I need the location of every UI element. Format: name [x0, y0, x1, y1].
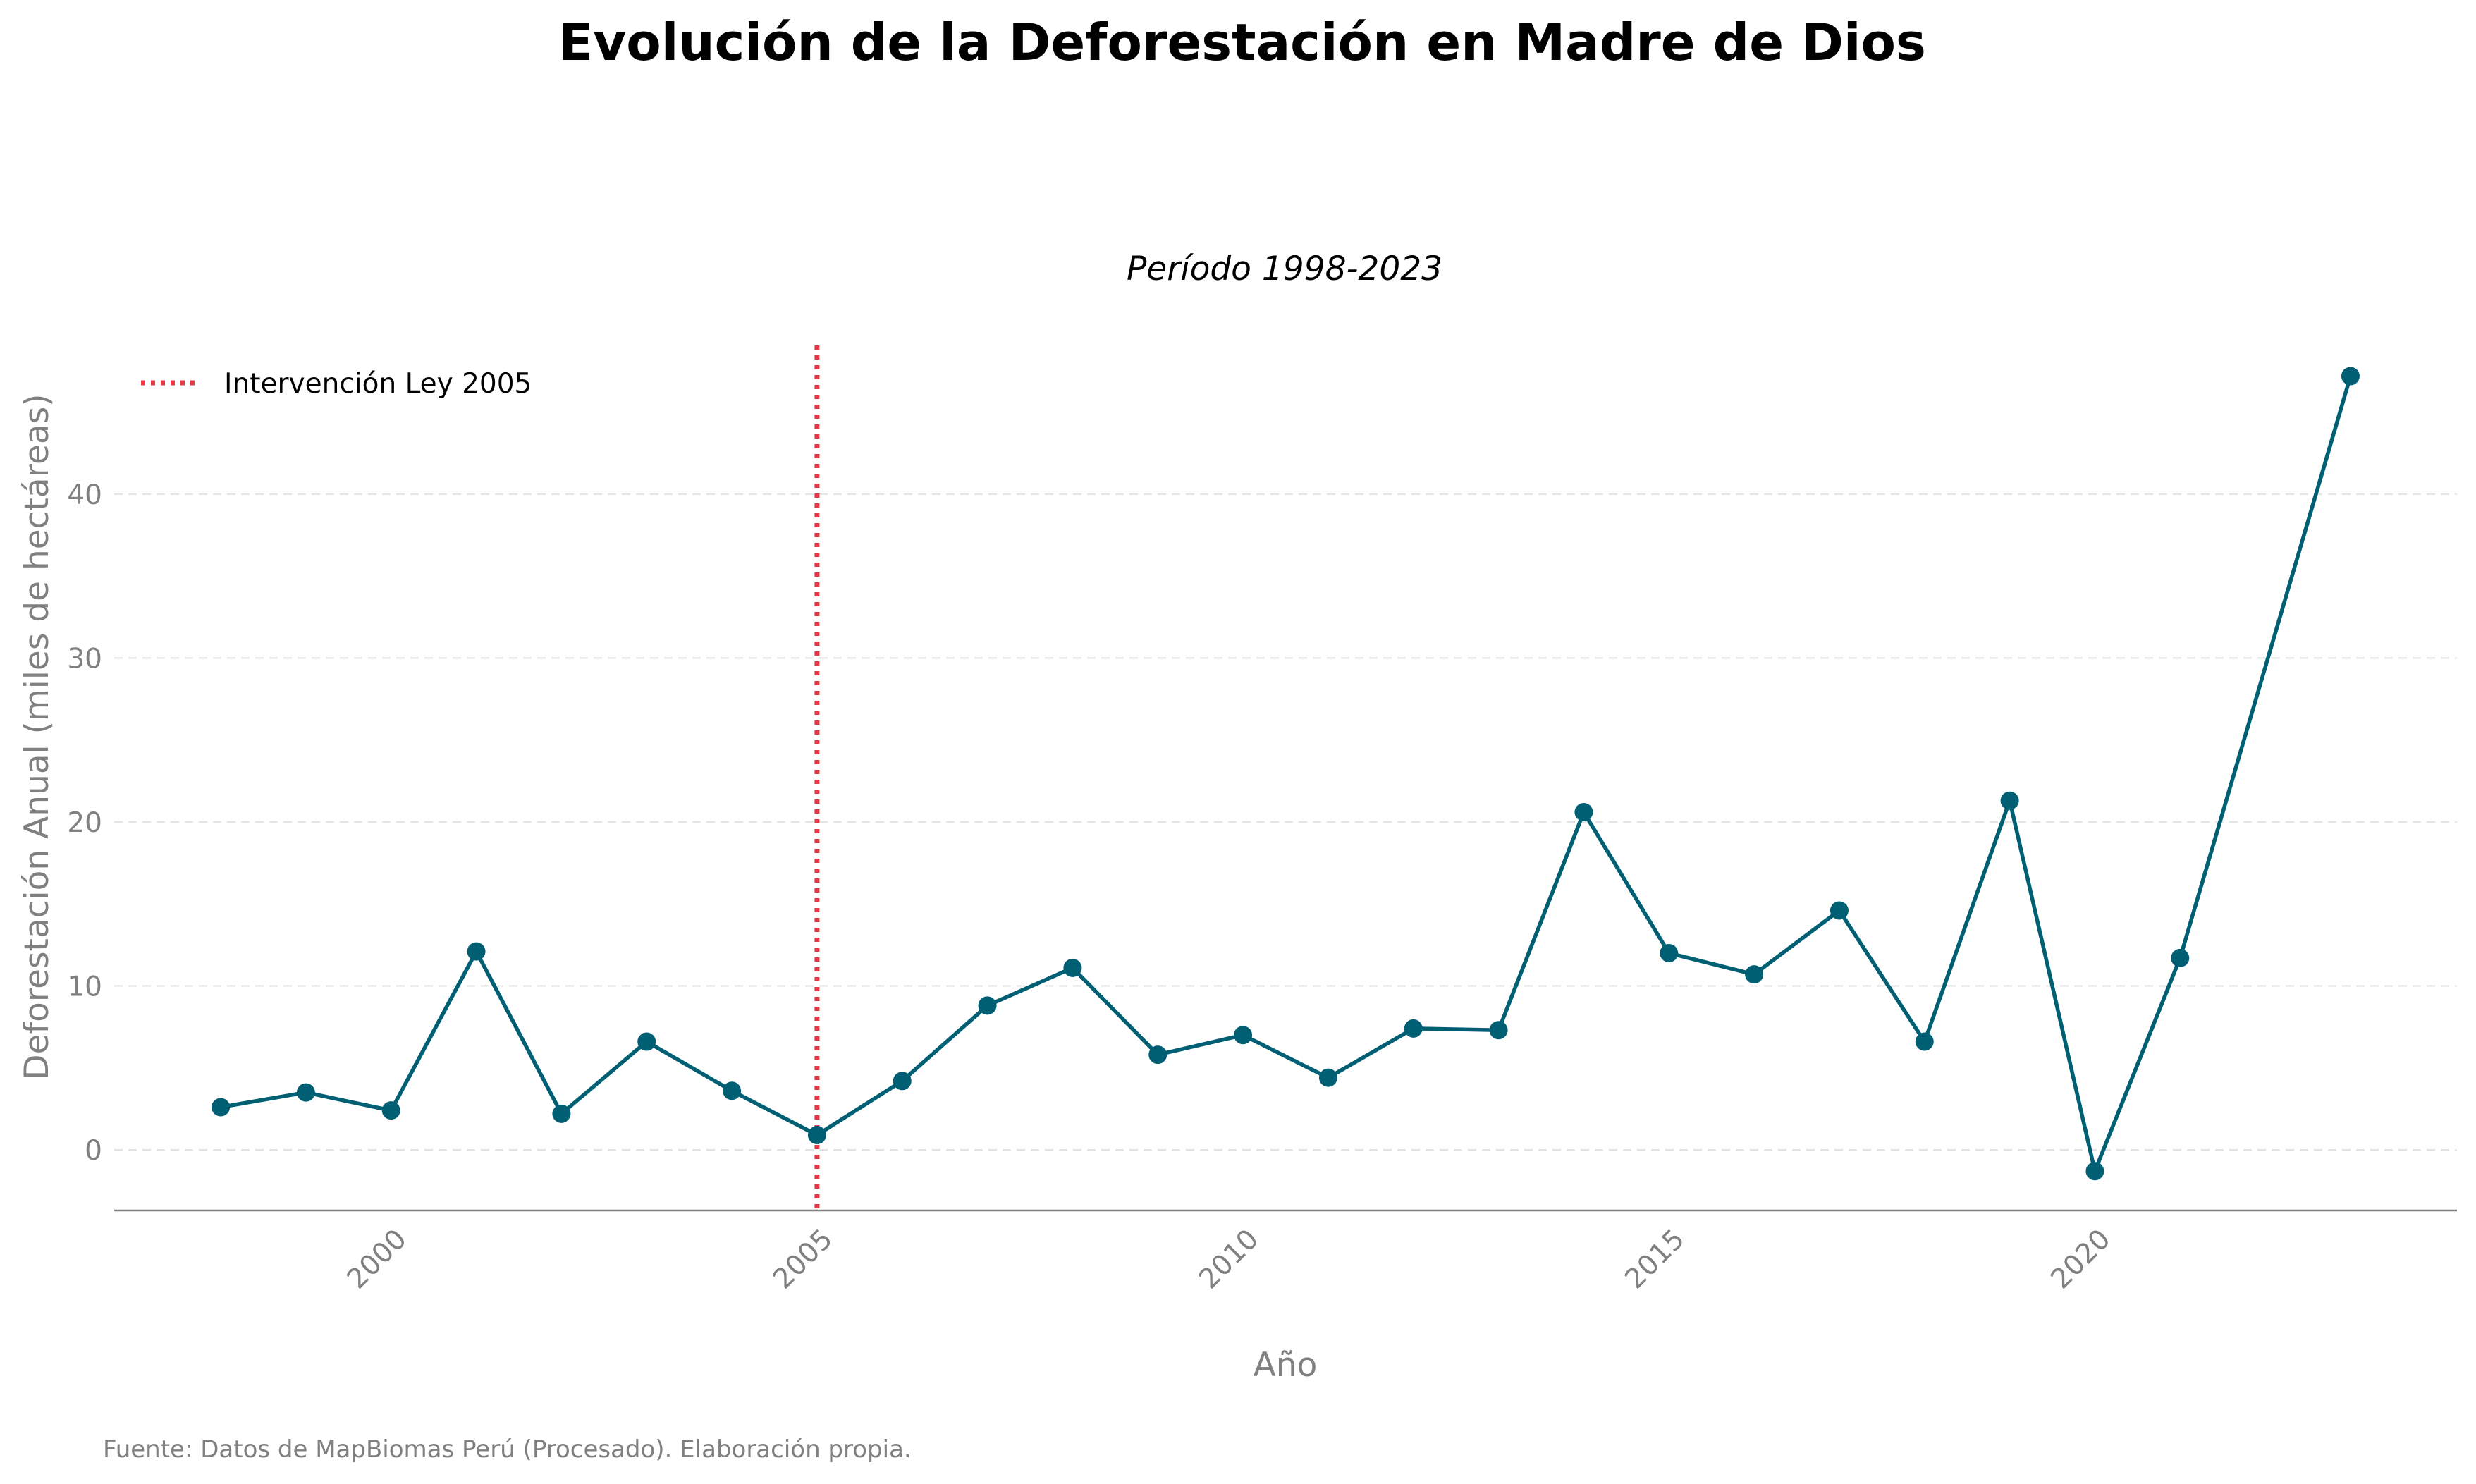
- data-point: [893, 1072, 912, 1091]
- data-point: [2341, 367, 2360, 386]
- data-point: [467, 942, 486, 961]
- y-tick-label: 20: [67, 807, 102, 839]
- source-footnote: Fuente: Datos de MapBiomas Perú (Procesa…: [103, 1435, 912, 1464]
- x-tick-label: 2005: [767, 1223, 839, 1295]
- data-point: [2000, 791, 2019, 810]
- chart-subtitle: Período 1998-2023: [1127, 250, 1442, 288]
- data-point: [212, 1098, 231, 1117]
- data-point: [723, 1081, 742, 1100]
- y-tick-label: 30: [67, 643, 102, 675]
- x-tick-label: 2015: [1619, 1223, 1691, 1295]
- data-point: [978, 996, 997, 1015]
- legend: Intervención Ley 2005: [141, 368, 532, 400]
- data-point: [1234, 1026, 1253, 1045]
- y-axis-label: Deforestación Anual (miles de hectáreas): [18, 393, 56, 1079]
- y-tick-label: 40: [67, 479, 102, 511]
- y-tick-label: 10: [67, 971, 102, 1002]
- x-tick-label: 2000: [341, 1223, 413, 1295]
- x-tick-label: 2020: [2045, 1223, 2117, 1295]
- data-point: [2171, 948, 2190, 967]
- data-point: [1489, 1021, 1508, 1040]
- data-point: [1574, 802, 1593, 821]
- x-axis-label: Año: [1254, 1346, 1318, 1385]
- data-point: [1404, 1019, 1423, 1038]
- data-point: [2085, 1162, 2104, 1181]
- data-point: [381, 1101, 400, 1120]
- series-polyline: [220, 375, 2353, 1173]
- series-line: [212, 367, 2360, 1181]
- gridlines: [114, 493, 2457, 1151]
- x-tick-label: 2010: [1193, 1223, 1265, 1295]
- data-point: [807, 1126, 826, 1145]
- data-point: [552, 1104, 571, 1123]
- data-point: [1915, 1032, 1934, 1051]
- data-point: [1063, 958, 1082, 977]
- legend-label-intervention: Intervención Ley 2005: [224, 368, 532, 400]
- x-axis-ticks: 2000 2005 2010 2015 2020: [341, 1223, 2117, 1295]
- data-point: [296, 1083, 315, 1102]
- y-tick-label: 0: [85, 1135, 102, 1167]
- data-point: [637, 1032, 656, 1051]
- chart-title: Evolución de la Deforestación en Madre d…: [558, 13, 1926, 72]
- data-point: [1148, 1045, 1167, 1065]
- data-point: [1318, 1068, 1337, 1087]
- data-point: [1830, 901, 1849, 920]
- data-point: [1745, 965, 1764, 984]
- data-point: [1660, 943, 1679, 962]
- y-axis-ticks: 0 10 20 30 40: [67, 479, 102, 1167]
